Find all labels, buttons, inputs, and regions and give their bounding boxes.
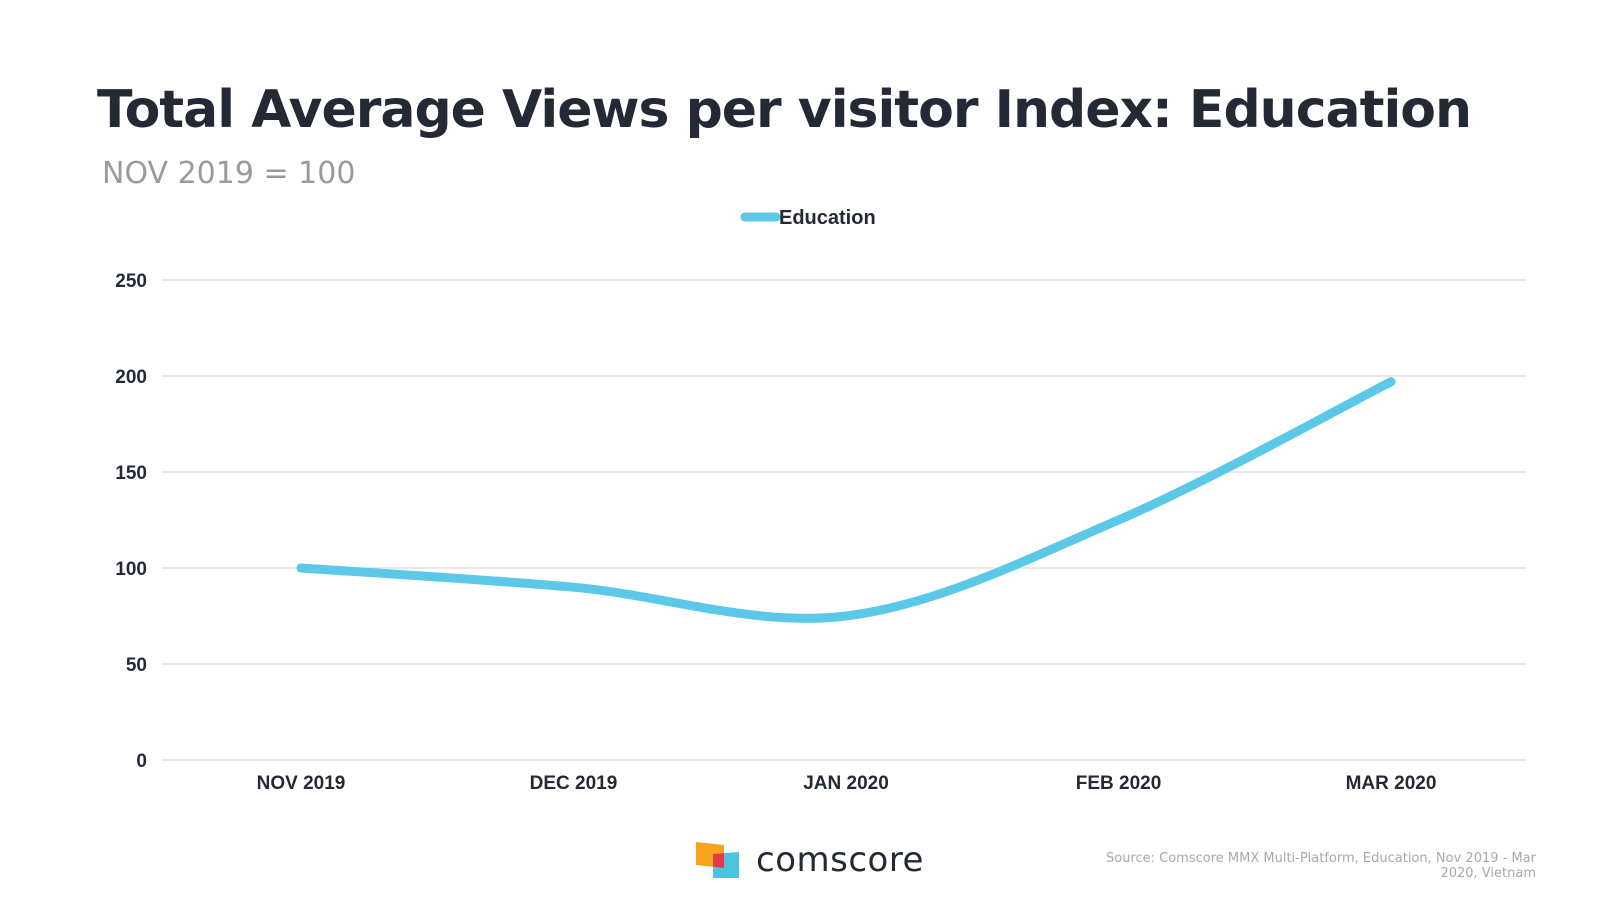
y-axis: 0 50 100 150 200 250 bbox=[115, 271, 147, 772]
comscore-logo-icon bbox=[696, 842, 739, 878]
x-tick-label: FEB 2020 bbox=[1076, 773, 1162, 794]
chart-legend: Education bbox=[740, 207, 876, 229]
y-tick-label: 50 bbox=[126, 655, 147, 676]
grid-lines bbox=[162, 279, 1526, 761]
source-note: Source: Comscore MMX Multi-Platform, Edu… bbox=[1105, 851, 1536, 881]
y-tick-label: 150 bbox=[115, 463, 147, 484]
x-tick-label: JAN 2020 bbox=[803, 773, 889, 794]
data-point bbox=[841, 611, 851, 621]
data-point bbox=[1114, 515, 1123, 525]
y-tick-label: 200 bbox=[115, 367, 147, 388]
series-lines bbox=[296, 377, 1396, 623]
y-tick-label: 0 bbox=[136, 751, 147, 772]
x-tick-label: MAR 2020 bbox=[1346, 773, 1437, 794]
y-tick-label: 100 bbox=[115, 559, 147, 580]
x-axis: NOV 2019 DEC 2019 JAN 2020 FEB 2020 MAR 2020 bbox=[257, 773, 1437, 794]
y-tick-label: 250 bbox=[115, 271, 147, 292]
data-point bbox=[1386, 377, 1396, 387]
chart-title: Total Average Views per visitor Index: E… bbox=[97, 80, 1472, 140]
series-line-education bbox=[296, 377, 1396, 623]
x-tick-label: DEC 2019 bbox=[530, 773, 618, 794]
data-point bbox=[296, 563, 306, 573]
comscore-wordmark: comscore bbox=[756, 840, 924, 880]
legend-label-education: Education bbox=[779, 207, 876, 229]
line-chart: Education 0 50 100 150 200 250 NOV 2019 DEC 20… bbox=[115, 207, 1526, 794]
chart-subtitle: NOV 2019 = 100 bbox=[102, 156, 356, 191]
comscore-logo: comscore bbox=[694, 838, 924, 882]
data-point bbox=[569, 582, 578, 592]
x-tick-label: NOV 2019 bbox=[257, 773, 346, 794]
